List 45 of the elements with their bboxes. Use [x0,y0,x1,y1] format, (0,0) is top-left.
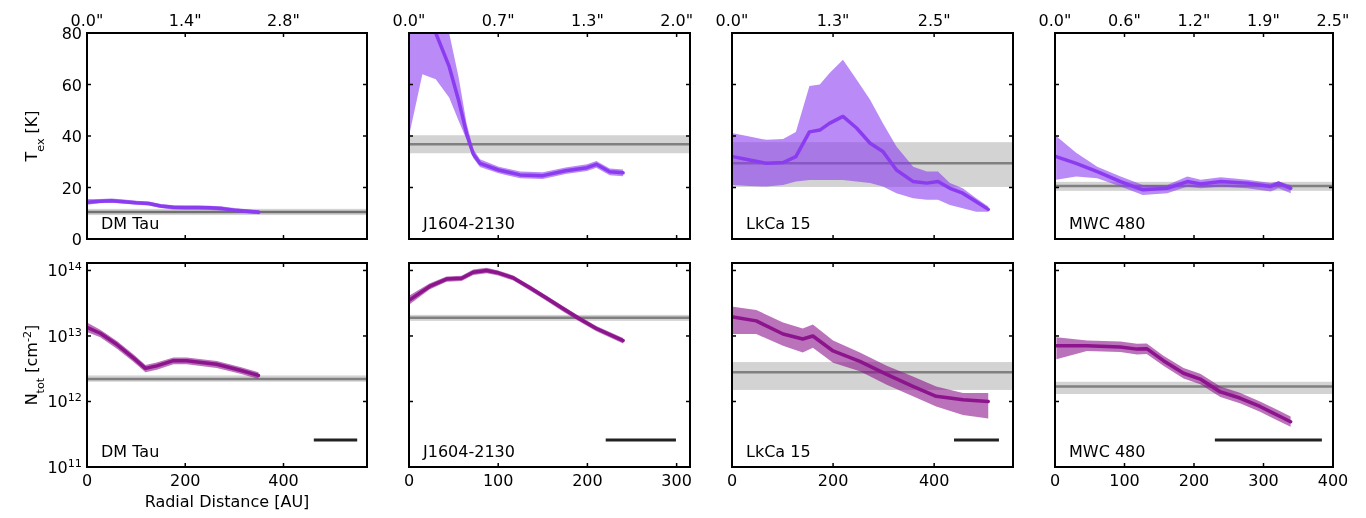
x-tick-label: 200 [169,471,201,490]
y-tick-label: 10$^{13}$ [47,325,82,346]
y-tick-label: 10$^{12}$ [47,390,82,412]
annotation: DM Tau [101,442,160,461]
x-tick-label: 0 [403,471,415,490]
x-tick-label: 0.7" [481,11,515,30]
annotation: J1604-2130 [422,214,515,233]
x-tick-label: 400 [268,471,299,490]
annotation: LkCa 15 [746,214,811,233]
y-tick-label: 10$^{11}$ [47,456,82,477]
x-tick-label: 2.0" [660,11,694,30]
x-tick-label: 300 [661,471,692,490]
annotation: MWC 480 [1069,442,1146,461]
x-tick-label: 100 [482,471,514,490]
y-tick-label: 10$^{14}$ [47,259,82,281]
x-tick-label: 0 [1049,471,1061,490]
x-tick-label: 2.5" [1316,11,1350,30]
y-tick-label: 60 [61,75,82,95]
x-tick-label: 200 [572,471,603,490]
x-tick-label: 300 [1248,471,1279,490]
x-tick-label: 1.2" [1177,11,1211,30]
annotation: DM Tau [101,214,160,233]
x-axis-title: Radial Distance [AU] [144,492,310,511]
y-tick-label: 0 [71,230,82,249]
annotation: MWC 480 [1069,214,1146,233]
x-tick-label: 0.0" [1038,11,1072,30]
y-tick-label: 20 [61,178,82,198]
x-tick-label: 1.3" [816,11,850,30]
x-tick-label: 1.9" [1247,11,1280,30]
x-tick-label: 0.0" [392,11,426,30]
x-tick-label: 0.6" [1108,11,1141,30]
annotation: LkCa 15 [746,442,811,461]
x-tick-label: 100 [1109,471,1140,490]
x-tick-label: 200 [817,471,849,490]
x-tick-label: 0 [726,471,738,490]
y-tick-label: 40 [61,127,82,146]
x-tick-label: 1.3" [570,11,604,30]
x-tick-label: 0.0" [715,11,749,30]
annotation: J1604-2130 [422,442,515,461]
x-tick-label: 1.4" [168,11,202,30]
x-tick-label: 2.8" [267,11,300,30]
x-tick-label: 400 [1317,471,1349,490]
x-tick-label: 2.5" [917,11,951,30]
x-tick-label: 200 [1178,471,1210,490]
x-tick-label: 400 [918,471,950,490]
